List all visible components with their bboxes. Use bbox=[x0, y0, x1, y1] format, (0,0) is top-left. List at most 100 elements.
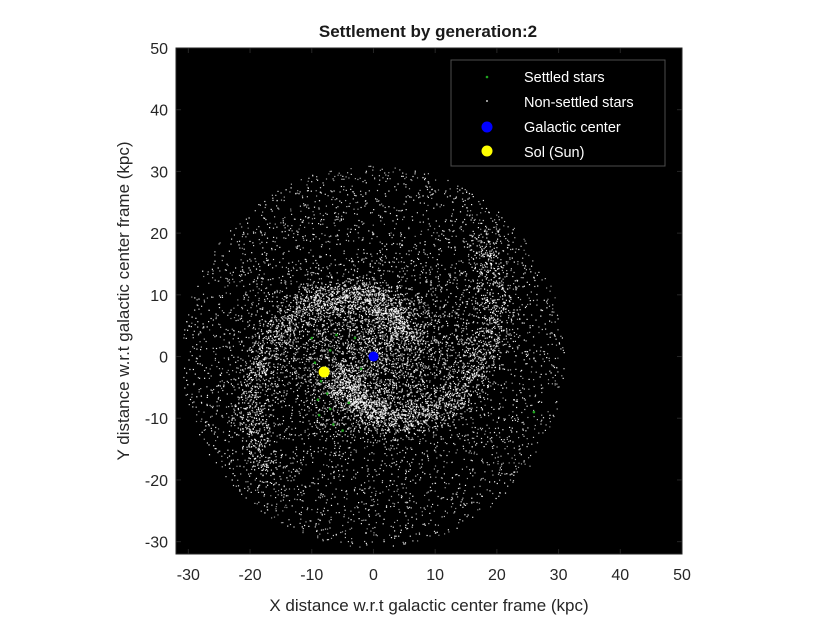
star-point bbox=[259, 266, 261, 268]
star-point bbox=[282, 253, 284, 255]
star-point bbox=[400, 414, 402, 416]
star-point bbox=[304, 286, 307, 289]
star-point bbox=[380, 292, 383, 294]
star-point bbox=[515, 293, 517, 295]
star-point bbox=[447, 412, 449, 414]
star-point bbox=[435, 311, 438, 314]
star-point bbox=[419, 277, 421, 279]
star-point bbox=[495, 228, 498, 230]
star-point bbox=[525, 353, 527, 355]
star-point bbox=[359, 276, 361, 278]
star-point bbox=[466, 191, 468, 193]
star-point bbox=[432, 299, 434, 301]
star-point bbox=[416, 177, 419, 179]
star-point bbox=[317, 537, 319, 539]
star-point bbox=[258, 226, 260, 228]
star-point bbox=[447, 179, 449, 182]
star-point bbox=[440, 250, 443, 252]
star-point bbox=[513, 350, 515, 353]
star-point bbox=[345, 491, 347, 493]
star-point bbox=[377, 371, 379, 373]
star-point bbox=[235, 314, 237, 316]
star-point bbox=[306, 196, 308, 198]
star-point bbox=[283, 485, 285, 487]
star-point bbox=[274, 383, 276, 385]
star-point bbox=[349, 446, 351, 449]
star-point bbox=[275, 510, 277, 512]
star-point bbox=[438, 328, 440, 330]
star-point bbox=[424, 508, 426, 510]
star-point bbox=[432, 436, 435, 438]
star-point bbox=[524, 267, 526, 269]
star-point bbox=[433, 468, 435, 470]
star-point bbox=[217, 452, 219, 454]
star-point bbox=[365, 312, 367, 314]
star-point bbox=[393, 503, 396, 505]
star-point bbox=[486, 243, 488, 245]
star-point bbox=[323, 393, 325, 395]
star-point bbox=[248, 348, 250, 350]
star-point bbox=[488, 279, 490, 281]
star-point bbox=[352, 392, 354, 394]
star-point bbox=[392, 386, 394, 388]
star-point bbox=[337, 218, 339, 220]
star-point bbox=[368, 409, 370, 411]
star-point bbox=[267, 457, 269, 459]
star-point bbox=[221, 255, 223, 257]
star-point bbox=[423, 453, 425, 455]
star-point bbox=[384, 342, 386, 344]
star-point bbox=[496, 434, 498, 436]
star-point bbox=[492, 316, 494, 318]
star-point bbox=[200, 349, 202, 351]
star-point bbox=[437, 504, 439, 506]
star-point bbox=[374, 427, 376, 429]
star-point bbox=[446, 462, 448, 464]
star-point bbox=[529, 300, 531, 302]
star-point bbox=[299, 522, 301, 524]
star-point bbox=[422, 523, 424, 525]
star-point bbox=[549, 333, 551, 335]
star-point bbox=[421, 394, 423, 396]
star-point bbox=[362, 395, 364, 397]
star-point bbox=[387, 315, 389, 317]
star-point bbox=[379, 380, 381, 382]
star-point bbox=[458, 433, 460, 435]
star-point bbox=[249, 424, 251, 426]
star-point bbox=[242, 447, 244, 449]
star-point bbox=[271, 314, 273, 316]
star-point bbox=[381, 460, 383, 462]
star-point bbox=[221, 380, 223, 382]
star-point bbox=[443, 515, 445, 518]
star-point bbox=[284, 227, 286, 229]
star-point bbox=[277, 363, 279, 365]
star-point bbox=[488, 415, 490, 417]
star-point bbox=[378, 183, 380, 186]
star-point bbox=[238, 240, 241, 242]
star-point bbox=[468, 197, 470, 199]
star-point bbox=[408, 506, 411, 508]
star-point bbox=[301, 309, 303, 311]
star-point bbox=[402, 383, 404, 385]
star-point bbox=[337, 336, 339, 338]
star-point bbox=[195, 360, 197, 363]
star-point bbox=[367, 284, 370, 286]
star-point bbox=[320, 416, 322, 418]
star-point bbox=[331, 394, 334, 396]
star-point bbox=[280, 488, 283, 490]
star-point bbox=[345, 342, 347, 344]
star-point bbox=[263, 493, 266, 496]
star-point bbox=[509, 257, 511, 259]
star-point bbox=[368, 523, 370, 526]
star-point bbox=[409, 469, 411, 471]
star-point bbox=[427, 229, 429, 231]
star-point bbox=[485, 328, 488, 330]
star-point bbox=[356, 283, 358, 285]
star-point bbox=[472, 516, 474, 518]
star-point bbox=[298, 286, 300, 288]
star-point bbox=[495, 382, 497, 384]
star-point bbox=[520, 277, 522, 279]
star-point bbox=[451, 213, 453, 215]
star-point bbox=[284, 489, 286, 492]
star-point bbox=[512, 411, 514, 413]
star-point bbox=[460, 272, 462, 274]
